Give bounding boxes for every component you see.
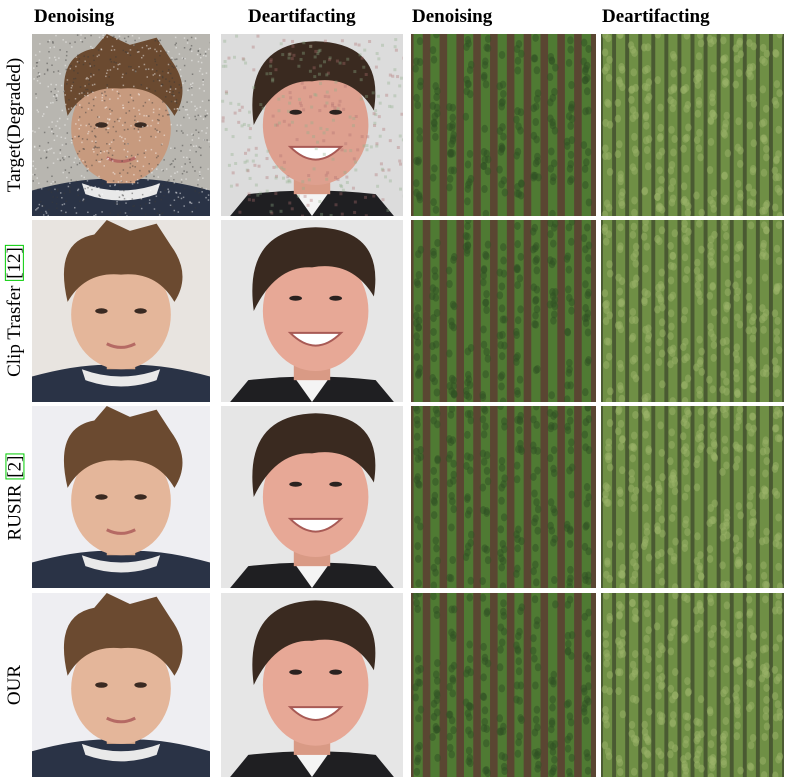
image-cell-r2-c1 bbox=[32, 220, 210, 402]
row-label-target: Target(Degraded) bbox=[0, 34, 30, 216]
image-cell-r3-c2 bbox=[221, 406, 403, 588]
crop-field-photo bbox=[411, 406, 596, 588]
image-cell-r2-c3 bbox=[411, 220, 596, 402]
face-photo bbox=[32, 593, 210, 777]
column-header-deartifacting-fields: Deartifacting bbox=[602, 6, 710, 28]
row-label-our: OUR bbox=[0, 593, 30, 777]
crop-field-photo bbox=[411, 220, 596, 402]
crop-field-photo bbox=[601, 593, 784, 777]
image-cell-r3-c1 bbox=[32, 406, 210, 588]
crop-field-photo bbox=[411, 34, 596, 216]
face-photo bbox=[32, 220, 210, 402]
image-cell-r3-c3 bbox=[411, 406, 596, 588]
face-photo bbox=[221, 406, 403, 588]
crop-field-photo bbox=[601, 220, 784, 402]
image-cell-r2-c2 bbox=[221, 220, 403, 402]
image-cell-r3-c4 bbox=[601, 406, 784, 588]
row-label-clip-transfer: Clip Trasfer [12] bbox=[0, 220, 30, 402]
image-cell-r1-c2 bbox=[221, 34, 403, 216]
image-cell-r4-c4 bbox=[601, 593, 784, 777]
face-photo bbox=[221, 593, 403, 777]
column-header-denoising-fields: Denoising bbox=[412, 6, 492, 28]
column-header-deartifacting-faces: Deartifacting bbox=[248, 6, 356, 28]
row-label-rusir: RUSIR [2] bbox=[0, 406, 30, 588]
crop-field-photo bbox=[601, 406, 784, 588]
image-cell-r4-c2 bbox=[221, 593, 403, 777]
citation-link-2[interactable]: [2] bbox=[5, 454, 24, 480]
crop-field-photo bbox=[411, 593, 596, 777]
face-photo bbox=[32, 34, 210, 216]
image-cell-r1-c4 bbox=[601, 34, 784, 216]
image-cell-r1-c3 bbox=[411, 34, 596, 216]
image-cell-r4-c1 bbox=[32, 593, 210, 777]
face-photo bbox=[221, 34, 403, 216]
crop-field-photo bbox=[601, 34, 784, 216]
image-cell-r1-c1 bbox=[32, 34, 210, 216]
face-photo bbox=[32, 406, 210, 588]
image-cell-r4-c3 bbox=[411, 593, 596, 777]
citation-link-12[interactable]: [12] bbox=[5, 245, 24, 281]
column-header-denoising-faces: Denoising bbox=[34, 6, 114, 28]
image-cell-r2-c4 bbox=[601, 220, 784, 402]
face-photo bbox=[221, 220, 403, 402]
